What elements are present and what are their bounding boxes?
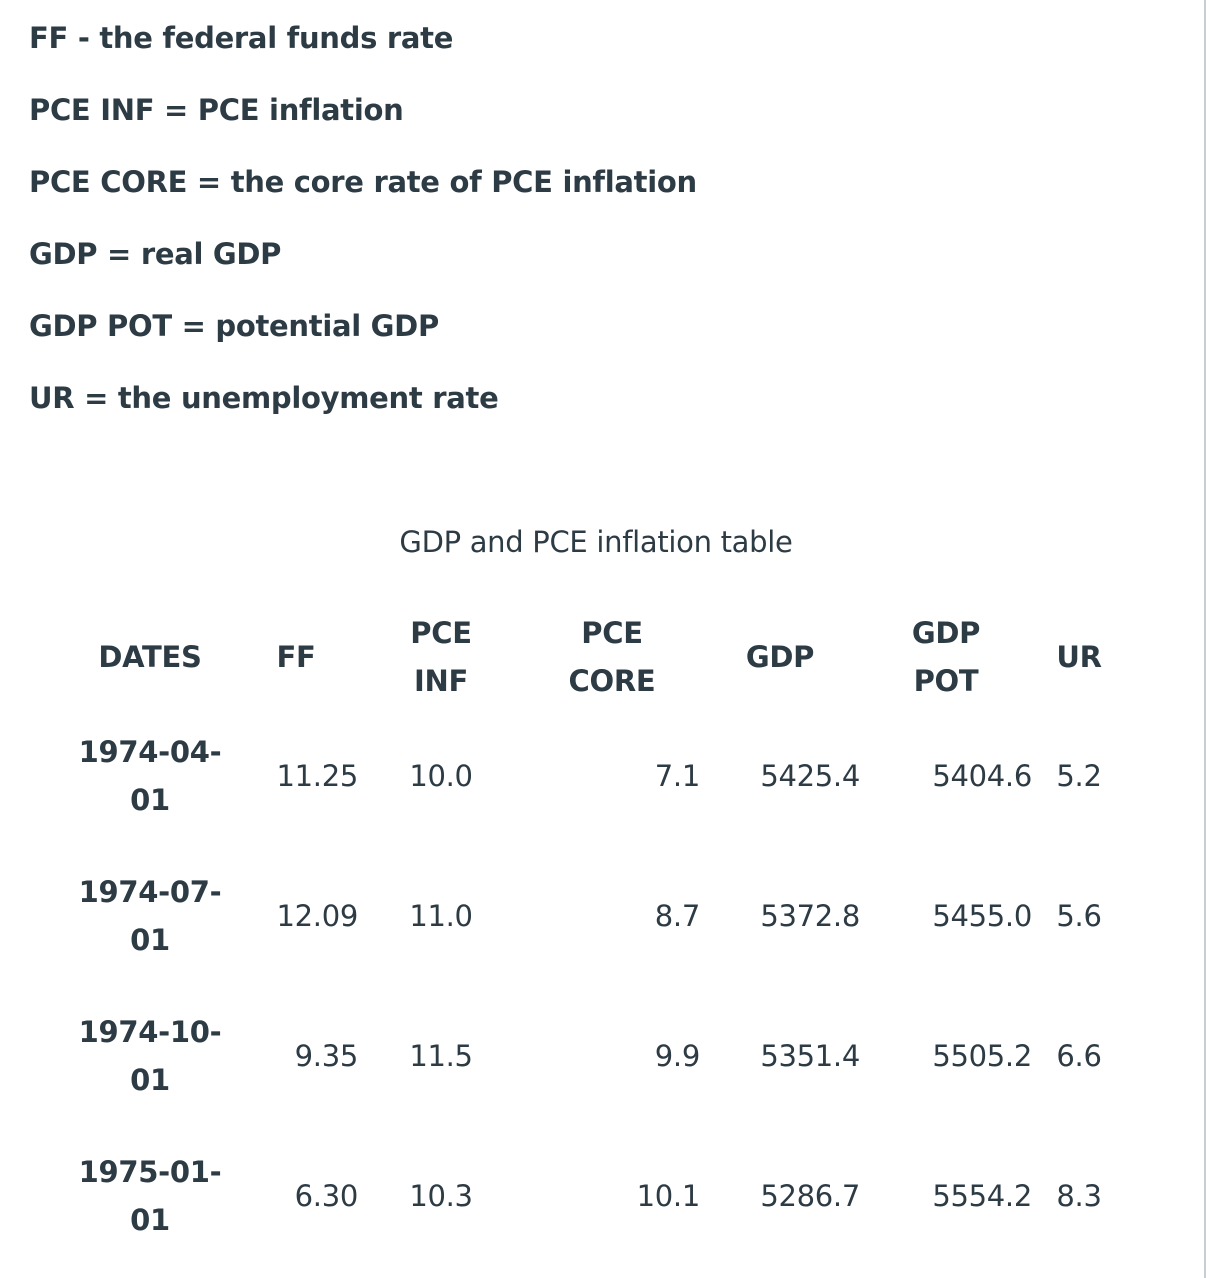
header-pce-core-line1: PCE: [581, 616, 643, 650]
cell-date: 1974-10- 01: [66, 986, 234, 1126]
table-caption: GDP and PCE inflation table: [399, 525, 793, 559]
cell-date-line1: 1974-04-: [78, 735, 222, 769]
definition-ff: FF - the federal funds rate: [29, 21, 454, 55]
definitions-list: FF - the federal funds rate PCE INF = PC…: [29, 20, 929, 452]
cell-pce-core: 7.1: [654, 759, 701, 793]
header-gdp-pot-line1: GDP: [911, 616, 981, 650]
header-dates-label: DATES: [98, 640, 202, 674]
header-ff: FF: [234, 608, 358, 706]
cell-pce-core: 8.7: [654, 899, 701, 933]
definition-ur: UR = the unemployment rate: [29, 381, 499, 415]
header-pce-inf-line2: INF: [414, 664, 468, 698]
definition-pce-inf: PCE INF = PCE inflation: [29, 93, 404, 127]
cell-date-line1: 1975-01-: [78, 1155, 222, 1189]
cell-pce-inf: 11.0: [409, 899, 473, 933]
cell-date-line1: 1974-10-: [78, 1015, 222, 1049]
table-row: 1974-10- 01 9.35 11.5 9.9 5351.4 5505.2 6…: [66, 986, 1126, 1126]
cell-gdp-pot: 5455.0: [932, 899, 1032, 933]
cell-ff: 6.30: [294, 1179, 359, 1213]
content-right-border: [1204, 0, 1206, 1278]
gdp-pce-table: DATES FF PCE INF PCE CORE GDP GDP POT UR: [66, 608, 1126, 1266]
table-row: 1975-01- 01 6.30 10.3 10.1 5286.7 5554.2 …: [66, 1126, 1126, 1266]
cell-date-line2: 01: [130, 923, 170, 957]
table-row: 1974-04- 01 11.25 10.0 7.1 5425.4 5404.6 …: [66, 706, 1126, 846]
cell-gdp-pot: 5505.2: [932, 1039, 1032, 1073]
header-gdp: GDP: [700, 608, 860, 706]
cell-pce-inf: 10.3: [409, 1179, 473, 1213]
cell-ff: 11.25: [276, 759, 358, 793]
header-ur-label: UR: [1056, 640, 1102, 674]
cell-date: 1974-07- 01: [66, 846, 234, 986]
cell-pce-core: 10.1: [636, 1179, 701, 1213]
definition-gdp: GDP = real GDP: [29, 237, 282, 271]
cell-gdp: 5372.8: [760, 899, 860, 933]
cell-pce-inf: 10.0: [409, 759, 473, 793]
table-row: 1974-07- 01 12.09 11.0 8.7 5372.8 5455.0 …: [66, 846, 1126, 986]
cell-date-line2: 01: [130, 783, 170, 817]
cell-pce-inf: 11.5: [409, 1039, 473, 1073]
cell-gdp: 5425.4: [760, 759, 860, 793]
header-ur: UR: [1032, 608, 1126, 706]
cell-date-line1: 1974-07-: [78, 875, 222, 909]
definition-gdp-pot: GDP POT = potential GDP: [29, 309, 439, 343]
cell-ff: 12.09: [276, 899, 358, 933]
header-gdp-label: GDP: [745, 640, 815, 674]
cell-ur: 8.3: [1056, 1179, 1102, 1213]
cell-date-line2: 01: [130, 1063, 170, 1097]
cell-date-line2: 01: [130, 1203, 170, 1237]
header-pce-inf: PCE INF: [358, 608, 524, 706]
cell-ur: 6.6: [1056, 1039, 1102, 1073]
cell-gdp: 5351.4: [760, 1039, 860, 1073]
header-gdp-pot: GDP POT: [860, 608, 1032, 706]
cell-date: 1974-04- 01: [66, 706, 234, 846]
cell-date: 1975-01- 01: [66, 1126, 234, 1266]
header-gdp-pot-line2: POT: [913, 664, 979, 698]
header-pce-core-line2: CORE: [568, 664, 656, 698]
header-pce-core: PCE CORE: [524, 608, 700, 706]
header-ff-label: FF: [276, 640, 316, 674]
table-header-row: DATES FF PCE INF PCE CORE GDP GDP POT UR: [66, 608, 1126, 706]
cell-ur: 5.6: [1056, 899, 1102, 933]
cell-gdp: 5286.7: [760, 1179, 860, 1213]
header-pce-inf-line1: PCE: [410, 616, 472, 650]
header-dates: DATES: [66, 608, 234, 706]
cell-ur: 5.2: [1056, 759, 1102, 793]
definition-pce-core: PCE CORE = the core rate of PCE inflatio…: [29, 165, 697, 199]
cell-gdp-pot: 5554.2: [932, 1179, 1032, 1213]
cell-ff: 9.35: [294, 1039, 359, 1073]
cell-pce-core: 9.9: [654, 1039, 701, 1073]
cell-gdp-pot: 5404.6: [932, 759, 1032, 793]
